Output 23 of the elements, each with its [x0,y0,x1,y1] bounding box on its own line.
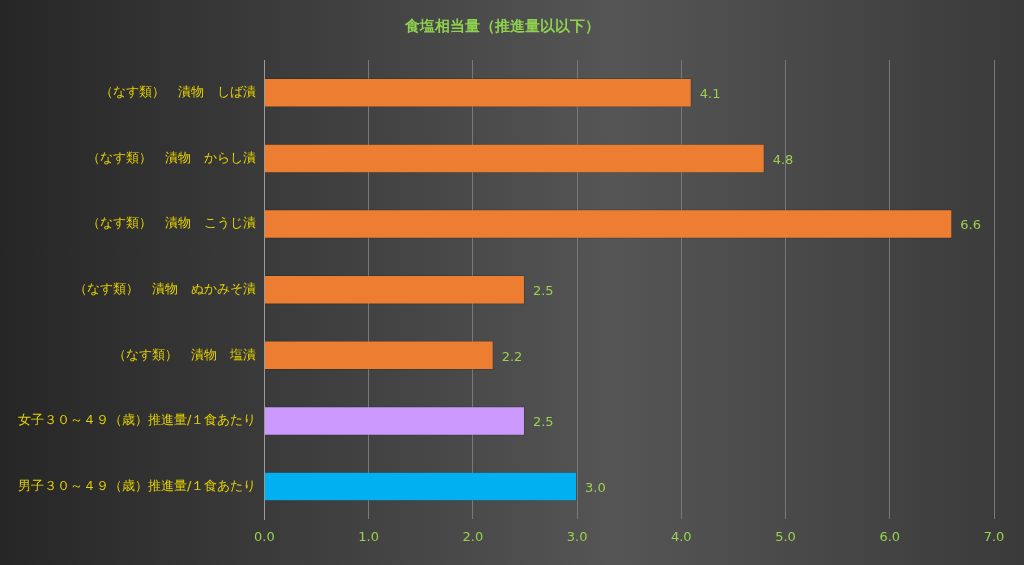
y-tick-label: （なす類） 漬物 塩漬 [113,346,257,362]
y-tick-label: （なす類） 漬物 こうじ漬 [87,215,257,231]
y-tick-label: （なす類） 漬物 ぬかみそ漬 [74,281,257,297]
data-label: 2.5 [532,283,554,299]
data-label: 3.0 [585,479,606,495]
x-tick-label: 4.0 [670,528,692,544]
y-tick-label: （なす類） 漬物 しば漬 [100,84,257,100]
x-tick-label: 3.0 [566,528,588,544]
data-label: 2.5 [532,414,554,430]
x-tick-label: 5.0 [775,528,796,544]
x-tick-label: 6.0 [879,528,901,544]
data-label: 4.1 [699,86,721,102]
data-label: 6.6 [960,217,981,233]
y-tick-label: （なす類） 漬物 からし漬 [87,149,257,165]
y-tick-label: 男子３０～４９（歳）推進量/１食あたり [17,477,257,493]
data-label: 4.8 [772,151,794,167]
x-tick-label: 0.0 [254,528,275,544]
data-label: 2.2 [501,348,523,364]
x-tick-label: 1.0 [358,528,379,544]
x-tick-label: 2.0 [462,528,484,544]
x-tick-label: 7.0 [983,528,1005,544]
y-tick-label: 女子３０～４９（歳）推進量/１食あたり [17,412,257,428]
chart-title: 食塩相当量（推進量以以下） [403,16,600,35]
